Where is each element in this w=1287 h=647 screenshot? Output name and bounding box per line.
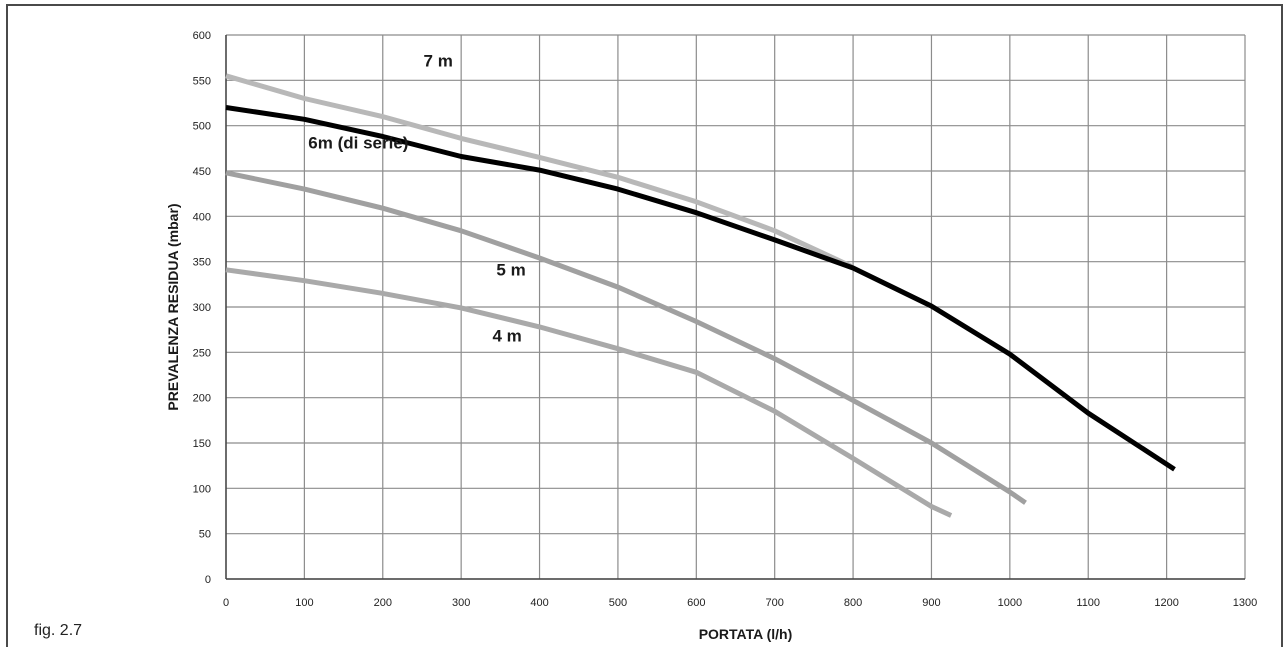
y-tick-label-11: 550	[193, 75, 211, 87]
x-tick-label-5: 500	[609, 597, 627, 609]
x-tick-label-2: 200	[374, 597, 392, 609]
series-label-2: 5 m	[496, 260, 525, 279]
grid	[225, 34, 1246, 580]
x-axis-title: PORTATA (l/h)	[699, 626, 793, 642]
series-line-1	[225, 267, 953, 518]
x-tick-labels: 0 100 200 300 400 500 600 700 800 900 1000 1100 1200…	[223, 597, 1257, 609]
y-tick-label-7: 350	[193, 257, 211, 269]
y-tick-labels: 0 50 100 150 200 250 300 350 400 450 500 550 600	[193, 30, 211, 586]
series-label-3: 6m (di serie)	[308, 133, 408, 152]
x-tick-label-3: 300	[452, 597, 470, 609]
x-tick-label-12: 1200	[1154, 597, 1178, 609]
y-tick-label-10: 500	[193, 121, 211, 133]
x-tick-label-11: 1100	[1076, 597, 1100, 609]
x-tick-label-6: 600	[687, 597, 705, 609]
figure-frame	[6, 4, 1283, 647]
y-tick-label-2: 100	[193, 483, 211, 495]
x-tick-label-9: 900	[922, 597, 940, 609]
y-tick-label-0: 0	[205, 574, 211, 586]
y-tick-label-8: 400	[193, 211, 211, 223]
series-labels: 7 m 4 m 5 m 6m (di serie)	[308, 52, 525, 346]
y-tick-label-12: 600	[193, 30, 211, 42]
x-tick-label-13: 1300	[1233, 597, 1257, 609]
series-line-0	[225, 73, 855, 270]
y-tick-label-5: 250	[193, 347, 211, 359]
y-tick-label-3: 150	[193, 438, 211, 450]
figure-label: fig. 2.7	[34, 622, 83, 639]
y-tick-label-1: 50	[199, 529, 211, 541]
y-axis-title: PREVALENZA RESIDUA (mbar)	[165, 203, 181, 410]
x-tick-label-1: 100	[295, 597, 313, 609]
x-tick-label-7: 700	[766, 597, 784, 609]
series-line-3	[225, 105, 1176, 472]
y-tick-label-9: 450	[193, 166, 211, 178]
x-tick-label-10: 1000	[998, 597, 1022, 609]
series-label-1: 4 m	[493, 326, 522, 345]
y-tick-label-6: 300	[193, 302, 211, 314]
x-tick-label-0: 0	[223, 597, 229, 609]
x-tick-label-4: 400	[530, 597, 548, 609]
series-label-0: 7 m	[424, 52, 453, 71]
series-line-2	[225, 170, 1027, 505]
x-tick-label-8: 800	[844, 597, 862, 609]
series-lines	[225, 73, 1176, 518]
y-tick-label-4: 200	[193, 393, 211, 405]
